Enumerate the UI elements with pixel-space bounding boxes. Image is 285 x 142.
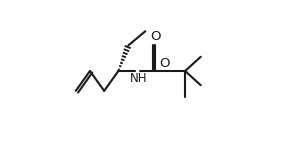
Text: NH: NH <box>129 72 147 85</box>
Text: O: O <box>159 57 170 70</box>
Text: O: O <box>151 30 161 43</box>
